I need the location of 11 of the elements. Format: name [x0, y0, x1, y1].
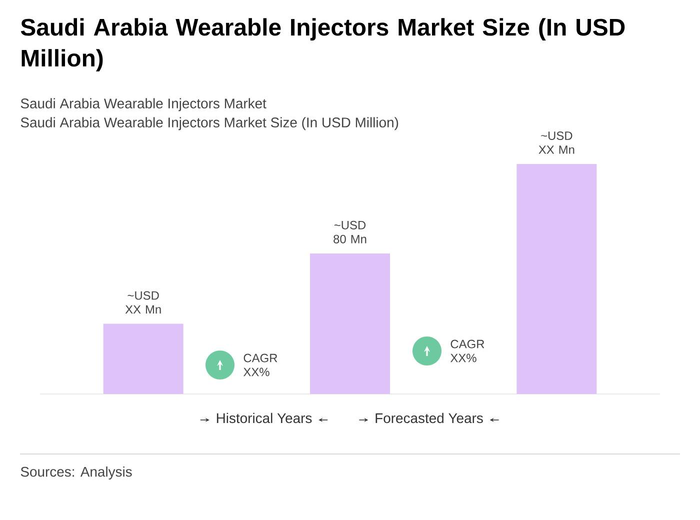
- annotation: CAGR XX%: [450, 340, 484, 362]
- chart-title: Saudi Arabia Wearable Injectors Market Size (In USD Million): [20, 18, 625, 72]
- annotation: CAGR XX%: [243, 354, 278, 376]
- data-label: ~USD XX Mn: [125, 291, 161, 314]
- data-label: ~USD XX Mn: [538, 131, 574, 154]
- text: Forecasted Years: [376, 412, 483, 424]
- data-label: ~USD 80 Mn: [334, 220, 366, 244]
- source-note: Sources: Analysis: [20, 466, 132, 480]
- chart-subtitle: Saudi Arabia Wearable Injectors Market: [20, 98, 266, 112]
- text: Saudi Arabia Wearable Injectors Market Size (In USD Million): [20, 117, 398, 130]
- text: Historical Years: [216, 412, 312, 424]
